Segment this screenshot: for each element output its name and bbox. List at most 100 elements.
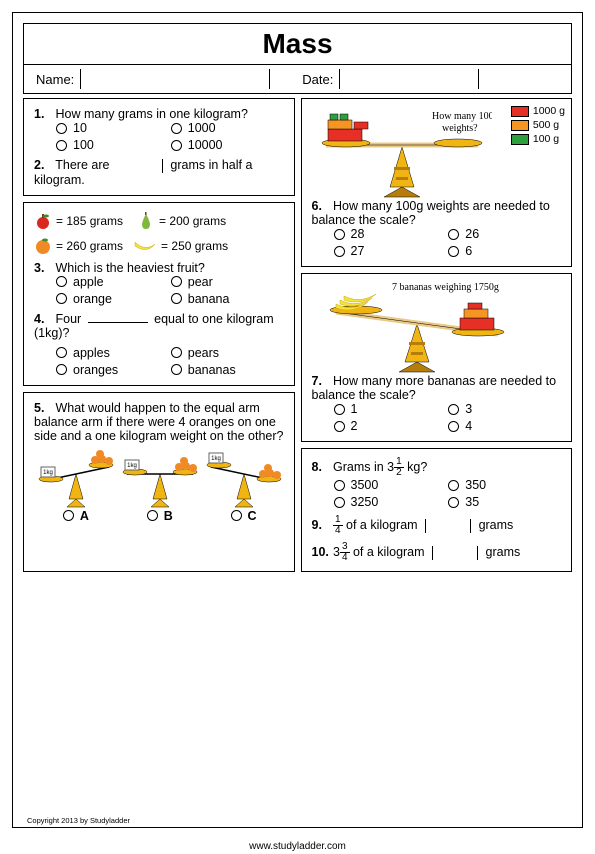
svg-text:1kg: 1kg bbox=[127, 463, 137, 469]
q6-text: How many 100g weights are needed to bala… bbox=[312, 199, 550, 227]
worksheet-page: Mass Name: Date: 1. How many grams in on… bbox=[12, 12, 583, 828]
q6-options: 28 26 27 6 bbox=[334, 227, 564, 258]
q5-text: What would happen to the equal arm balan… bbox=[34, 401, 283, 443]
q2: 2. There are grams in half a kilogram. bbox=[34, 158, 286, 187]
q8-opt[interactable]: 350 bbox=[448, 478, 563, 492]
fruit-legend2: = 260 grams = 250 grams bbox=[34, 237, 286, 255]
q7: 7. How many more bananas are needed to b… bbox=[312, 374, 564, 433]
box-q7: 7 bananas weighing 1750g bbox=[301, 273, 573, 442]
radio-icon bbox=[56, 140, 67, 151]
q1-opt[interactable]: 10000 bbox=[171, 138, 286, 152]
svg-text:weights?: weights? bbox=[442, 123, 478, 134]
right-column: 1000 g 500 g 100 g bbox=[301, 98, 573, 572]
q5-opt-c[interactable]: C bbox=[205, 509, 283, 523]
orange-icon bbox=[34, 237, 52, 255]
q10-blank[interactable] bbox=[432, 546, 478, 560]
q6-opt[interactable]: 27 bbox=[334, 244, 449, 258]
q1-text: How many grams in one kilogram? bbox=[55, 107, 247, 121]
q5-scales: 1kg A 1kg bbox=[34, 449, 286, 523]
scale-b: 1kg B bbox=[121, 449, 199, 523]
q4-pre: Four bbox=[55, 312, 81, 326]
q6-opt[interactable]: 6 bbox=[448, 244, 563, 258]
radio-icon bbox=[56, 364, 67, 375]
q7-opt[interactable]: 2 bbox=[334, 419, 449, 433]
q3-opt[interactable]: banana bbox=[171, 292, 286, 306]
radio-icon bbox=[334, 497, 345, 508]
radio-icon bbox=[171, 364, 182, 375]
radio-icon bbox=[231, 510, 242, 521]
q1-opt[interactable]: 100 bbox=[56, 138, 171, 152]
q6-opt[interactable]: 26 bbox=[448, 227, 563, 241]
q4: 4. Four equal to one kilogram (1kg)? app… bbox=[34, 312, 286, 377]
radio-icon bbox=[448, 497, 459, 508]
q4-opt[interactable]: bananas bbox=[171, 363, 286, 377]
q5-opt-a[interactable]: A bbox=[37, 509, 115, 523]
q8-pre: Grams in 3 bbox=[333, 460, 394, 474]
q3-opt[interactable]: pear bbox=[171, 275, 286, 289]
balance-scale-icon: 7 bananas weighing 1750g bbox=[312, 278, 562, 374]
radio-icon bbox=[56, 347, 67, 358]
q4-opt[interactable]: apples bbox=[56, 346, 171, 360]
radio-icon bbox=[334, 480, 345, 491]
q8: 8. Grams in 312 kg? 3500 350 3250 35 bbox=[312, 457, 564, 509]
q7-opt[interactable]: 4 bbox=[448, 419, 563, 433]
q3-opt[interactable]: orange bbox=[56, 292, 171, 306]
q8-opt[interactable]: 3250 bbox=[334, 495, 449, 509]
q1-opt[interactable]: 1000 bbox=[171, 121, 286, 135]
date-label: Date: bbox=[290, 72, 339, 87]
q3: 3. Which is the heaviest fruit? apple pe… bbox=[34, 261, 286, 306]
q1-options: 10 1000 100 10000 bbox=[56, 121, 286, 152]
balance-scale-icon: 1kg bbox=[121, 449, 199, 509]
name-field[interactable] bbox=[80, 69, 270, 89]
q4-opt[interactable]: oranges bbox=[56, 363, 171, 377]
banana-icon bbox=[133, 238, 157, 254]
q4-opt[interactable]: pears bbox=[171, 346, 286, 360]
q3-options: apple pear orange banana bbox=[56, 275, 286, 306]
radio-icon bbox=[334, 404, 345, 415]
q1-opt[interactable]: 10 bbox=[56, 121, 171, 135]
q7-scale-diagram: 7 bananas weighing 1750g bbox=[312, 278, 564, 374]
scale-a: 1kg A bbox=[37, 449, 115, 523]
radio-icon bbox=[171, 293, 182, 304]
box-q6: 1000 g 500 g 100 g bbox=[301, 98, 573, 267]
fraction-icon: 34 bbox=[340, 542, 350, 563]
svg-text:1kg: 1kg bbox=[43, 470, 53, 476]
date-field[interactable] bbox=[339, 69, 479, 89]
box-q3-q4: = 185 grams = 200 grams = 260 grams = 25… bbox=[23, 202, 295, 386]
q2-pre: There are bbox=[55, 158, 109, 172]
q8-opt[interactable]: 3500 bbox=[334, 478, 449, 492]
q5-opt-b[interactable]: B bbox=[121, 509, 199, 523]
radio-icon bbox=[171, 140, 182, 151]
scale-c: 1kg C bbox=[205, 449, 283, 523]
q4-blank[interactable] bbox=[88, 322, 148, 323]
q8-options: 3500 350 3250 35 bbox=[334, 478, 564, 509]
q8-opt[interactable]: 35 bbox=[448, 495, 563, 509]
radio-icon bbox=[56, 276, 67, 287]
q1: 1. How many grams in one kilogram? 10 10… bbox=[34, 107, 286, 152]
q9-blank[interactable] bbox=[425, 519, 471, 533]
box-q5: 5. What would happen to the equal arm ba… bbox=[23, 392, 295, 572]
radio-icon bbox=[448, 480, 459, 491]
svg-text:7 bananas weighing 1750g: 7 bananas weighing 1750g bbox=[392, 282, 499, 293]
q2-blank[interactable] bbox=[117, 159, 163, 173]
q3-opt[interactable]: apple bbox=[56, 275, 171, 289]
apple-icon bbox=[34, 212, 52, 230]
q7-opt[interactable]: 1 bbox=[334, 402, 449, 416]
q10-pre: 3 bbox=[333, 545, 340, 559]
radio-icon bbox=[448, 404, 459, 415]
radio-icon bbox=[334, 421, 345, 432]
q6: 6. How many 100g weights are needed to b… bbox=[312, 199, 564, 258]
svg-text:1kg: 1kg bbox=[211, 456, 221, 462]
radio-icon bbox=[56, 293, 67, 304]
radio-icon bbox=[334, 246, 345, 257]
balance-scale-icon: How many 100g weights? bbox=[312, 105, 492, 199]
copyright-text: Copyright 2013 by Studyladder bbox=[27, 816, 130, 825]
q3-text: Which is the heaviest fruit? bbox=[55, 261, 204, 275]
radio-icon bbox=[171, 123, 182, 134]
q6-opt[interactable]: 28 bbox=[334, 227, 449, 241]
q7-opt[interactable]: 3 bbox=[448, 402, 563, 416]
box-q1-q2: 1. How many grams in one kilogram? 10 10… bbox=[23, 98, 295, 196]
radio-icon bbox=[448, 229, 459, 240]
header-box: Mass Name: Date: bbox=[23, 23, 572, 94]
box-q8-10: 8. Grams in 312 kg? 3500 350 3250 35 9. … bbox=[301, 448, 573, 572]
